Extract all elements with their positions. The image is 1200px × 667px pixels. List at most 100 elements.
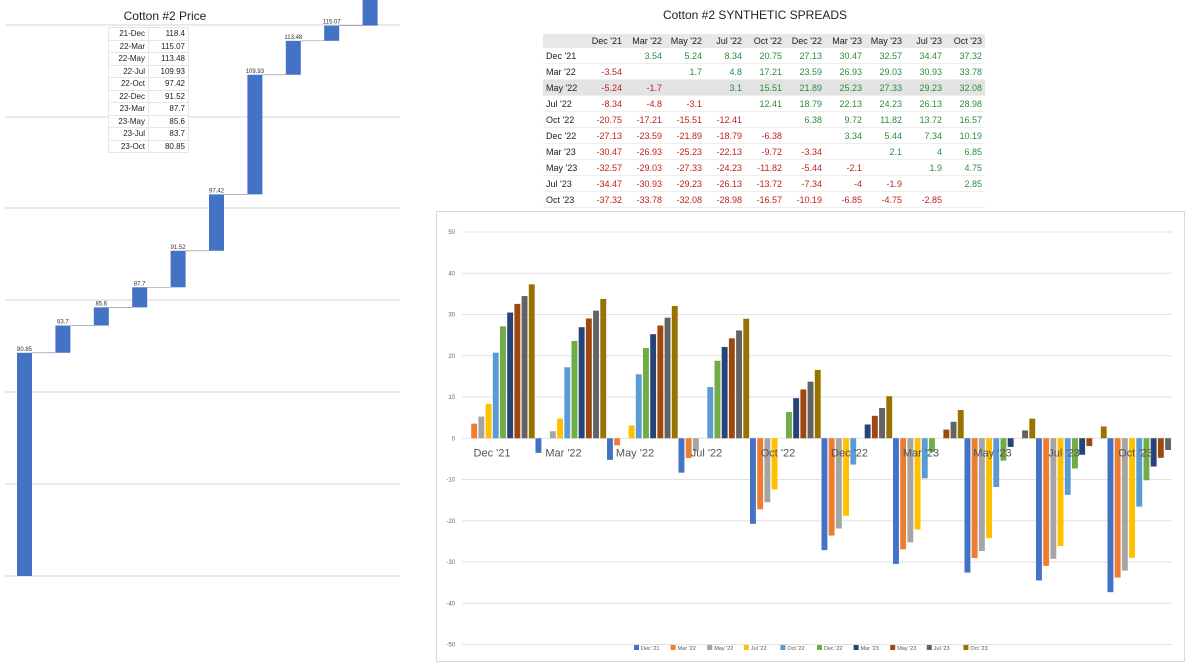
spreads-cell <box>865 159 905 176</box>
x-category-label: Jul '22 <box>691 447 722 459</box>
bar <box>721 346 728 439</box>
bar <box>535 438 542 453</box>
bar <box>1007 438 1014 447</box>
spreads-bar-chart: 50 40 30 20 10 0 -10 -20 -30 -40 -50 Dec '21 Mar '2… <box>436 211 1185 662</box>
spreads-cell: -9.72 <box>745 143 785 160</box>
bar <box>692 438 699 452</box>
spreads-cell: -27.13 <box>585 127 625 144</box>
bar <box>986 438 992 539</box>
price-date: 22-Mar <box>108 39 149 53</box>
spreads-cell: 12.41 <box>745 95 785 112</box>
spreads-cell: 24.23 <box>865 95 905 112</box>
price-date: 22-Dec <box>108 89 149 103</box>
spreads-cell: 8.34 <box>705 48 745 64</box>
bar <box>1064 438 1071 495</box>
y-tick-label: 0 <box>452 436 456 442</box>
spreads-cell: -29.23 <box>665 175 705 192</box>
legend-label: May '23 <box>897 646 916 652</box>
spreads-row: Jul '22 -8.34 -4.8 -3.1 12.41 18.79 22.13 24.23… <box>543 95 985 112</box>
spreads-row-label: Mar '22 <box>543 63 585 80</box>
waterfall-bar <box>132 287 148 308</box>
waterfall-bar <box>247 74 263 195</box>
bar <box>1157 438 1164 458</box>
bar <box>500 326 506 439</box>
bar <box>736 330 742 439</box>
bar <box>1000 438 1007 461</box>
price-value: 83.7 <box>148 127 189 141</box>
spreads-cell: -15.51 <box>665 111 705 128</box>
x-category-label: Mar '22 <box>545 447 581 459</box>
spreads-cell <box>665 79 705 96</box>
price-row: 21-Dec 118.4 <box>108 27 189 41</box>
spreads-cell <box>705 95 745 112</box>
spreads-cell: -17.21 <box>625 111 665 128</box>
legend-swatch <box>963 645 969 650</box>
bar <box>950 421 957 439</box>
spreads-cell: -16.57 <box>745 191 785 208</box>
bar <box>886 396 893 439</box>
spreads-cell: -30.47 <box>585 143 625 160</box>
price-value: 91.52 <box>148 89 189 103</box>
spreads-cell: -24.23 <box>705 159 745 176</box>
spreads-cell: -32.08 <box>665 191 705 208</box>
spreads-cell: 3.1 <box>705 79 745 96</box>
spreads-cell <box>585 48 625 64</box>
spreads-cell <box>625 63 665 80</box>
spreads-cell: -6.85 <box>825 191 865 208</box>
spreads-cell: -6.38 <box>745 127 785 144</box>
spreads-cell: 1.9 <box>905 159 945 176</box>
spreads-cell: 32.57 <box>865 48 905 64</box>
price-value: 115.07 <box>148 39 189 53</box>
bar <box>1022 430 1028 439</box>
waterfall-data-label: 113.48 <box>284 35 303 41</box>
spreads-cell: -33.78 <box>625 191 665 208</box>
spreads-cell: -22.13 <box>705 143 745 160</box>
bar <box>964 438 971 573</box>
price-row: 22-Dec 91.52 <box>108 89 189 103</box>
price-value: 109.93 <box>148 64 189 78</box>
spreads-row-label: Jul '22 <box>543 95 585 112</box>
spreads-cell: -10.19 <box>785 191 825 208</box>
x-category-label: Oct '22 <box>761 447 796 459</box>
corner-cell <box>543 34 585 48</box>
bar <box>678 438 685 473</box>
legend-label: Jul '22 <box>751 646 767 652</box>
bar <box>843 438 849 516</box>
legend-swatch <box>634 645 639 650</box>
spreads-row: Jul '23 -34.47 -30.93 -29.23 -26.13 -13.72 -7.… <box>543 175 985 192</box>
spreads-cell: 30.47 <box>825 48 865 64</box>
spreads-row-label: May '23 <box>543 159 585 176</box>
legend-label: Jul '23 <box>934 646 950 652</box>
price-date: 21-Dec <box>108 27 149 41</box>
price-value: 113.48 <box>148 52 189 66</box>
spreads-row-label: Mar '23 <box>543 143 585 160</box>
spreads-cell: 29.03 <box>865 63 905 80</box>
bar <box>750 438 756 524</box>
spreads-cell: 2.1 <box>865 143 905 160</box>
spreads-cell: 15.51 <box>745 79 785 96</box>
spreads-cell: -4.75 <box>865 191 905 208</box>
legend-label: Mar '22 <box>678 646 696 652</box>
price-value: 80.85 <box>148 139 189 153</box>
price-date: 23-Mar <box>108 102 149 116</box>
x-category-label: Mar '23 <box>903 447 939 459</box>
spreads-row: May '22 -5.24 -1.7 3.1 15.51 21.89 25.23 27.33 2… <box>543 79 985 96</box>
legend-swatch <box>890 645 896 650</box>
waterfall-bar <box>362 0 378 26</box>
bar <box>643 347 649 439</box>
legend-swatch <box>926 645 932 650</box>
spreads-cell: -34.47 <box>585 175 625 192</box>
bar <box>571 340 578 439</box>
spreads-cell: 22.13 <box>825 95 865 112</box>
price-row: 22-Mar 115.07 <box>108 39 189 53</box>
bar <box>757 438 764 510</box>
spreads-cell: -5.44 <box>785 159 825 176</box>
bar <box>650 334 657 439</box>
spreads-cell: -12.41 <box>705 111 745 128</box>
spreads-cell: -5.24 <box>585 79 625 96</box>
waterfall-data-label: 83.7 <box>57 320 69 326</box>
bar <box>1107 438 1114 593</box>
spreads-cell: 30.93 <box>905 63 945 80</box>
y-tick-label: -50 <box>446 643 455 649</box>
spreads-col-header: Oct '22 <box>745 34 785 48</box>
